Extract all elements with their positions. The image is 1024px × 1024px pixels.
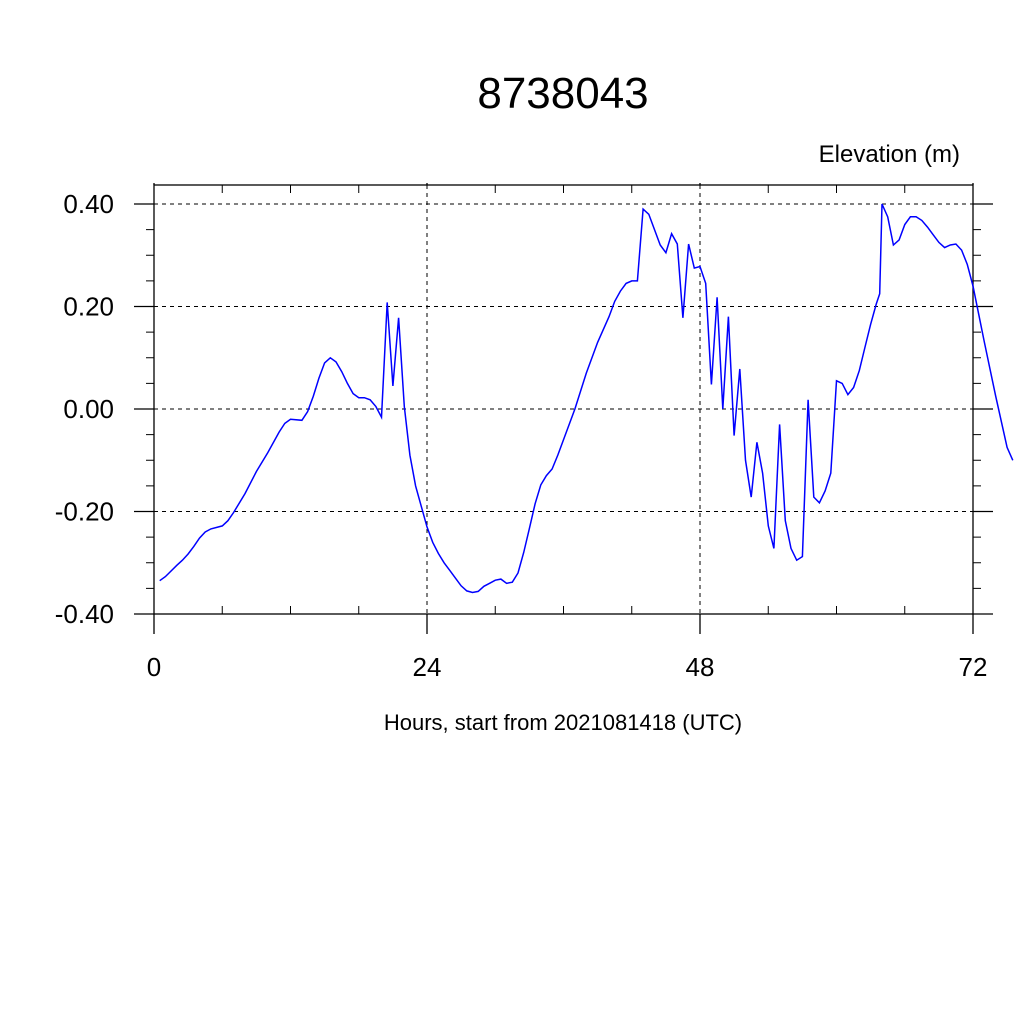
x-tick-label: 48: [686, 652, 715, 682]
major-ticks: [134, 183, 993, 634]
y-tick-labels: -0.40 -0.20 0.00 0.20 0.40: [55, 189, 114, 629]
x-tick-label: 72: [959, 652, 988, 682]
x-tick-labels: 0 24 48 72: [147, 652, 988, 682]
y-tick-label: 0.00: [63, 394, 114, 424]
y-tick-label: -0.20: [55, 497, 114, 527]
x-tick-label: 0: [147, 652, 161, 682]
elevation-series-line: [159, 203, 1014, 594]
y-tick-label: -0.40: [55, 599, 114, 629]
y-tick-label: 0.20: [63, 292, 114, 322]
grid-lines: [153, 185, 974, 615]
x-tick-label: 24: [413, 652, 442, 682]
y-tick-label: 0.40: [63, 189, 114, 219]
x-axis-label: Hours, start from 2021081418 (UTC): [384, 710, 742, 735]
plot-frame: [153, 184, 974, 615]
chart-title: 8738043: [477, 69, 648, 118]
y-axis-label: Elevation (m): [819, 141, 960, 168]
minor-ticks: [146, 185, 981, 614]
